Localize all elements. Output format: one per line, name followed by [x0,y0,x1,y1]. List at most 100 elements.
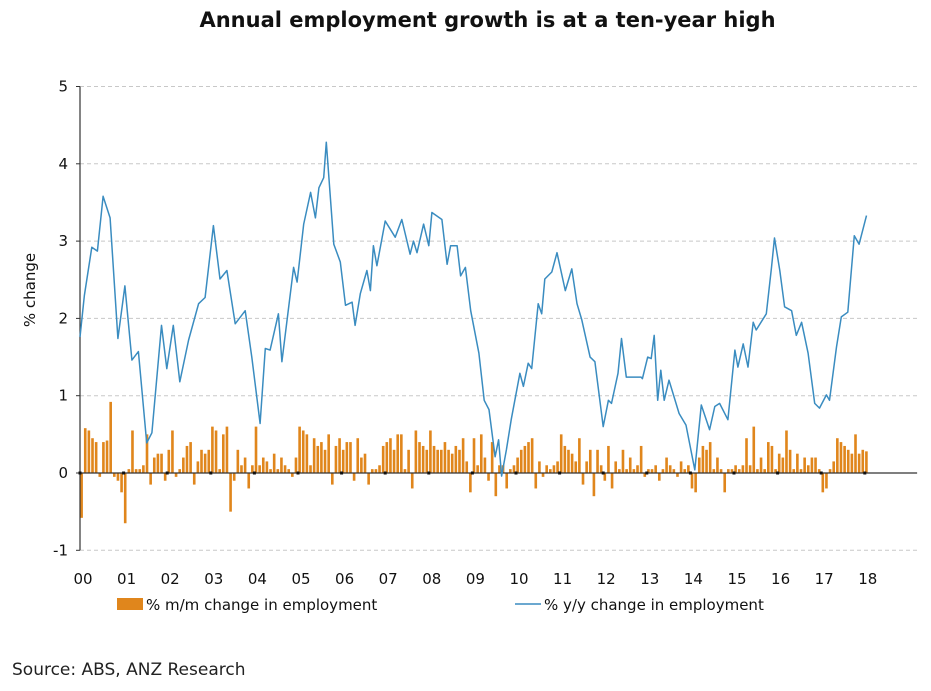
x-tick-label: 10 [509,570,528,588]
bar [836,438,839,473]
bar [530,438,534,473]
bar [668,465,672,473]
bar [192,473,196,485]
bar [258,465,261,473]
bar [599,465,603,473]
bar [476,465,479,473]
bar [788,449,792,473]
x-tick-mark [688,471,692,475]
bar [741,465,745,473]
x-tick-label: 18 [858,570,877,588]
bar [247,473,251,489]
bar [534,473,538,489]
bar [541,473,545,477]
bar [436,449,439,473]
bar [261,457,265,473]
bar [588,449,592,473]
x-tick-mark [819,471,823,475]
x-tick-mark [732,471,736,475]
bar [421,445,425,473]
bar [683,469,687,473]
bar [727,469,730,473]
bar [828,469,832,473]
x-tick-label: 00 [73,570,92,588]
bar [178,469,182,473]
bar [287,469,291,473]
bar [363,453,367,473]
bar [490,442,494,473]
bar [523,445,527,473]
bar [865,451,868,473]
x-tick-label: 01 [117,570,136,588]
bar [814,457,817,473]
bar [94,442,98,473]
x-tick-label: 03 [204,570,223,588]
bar [236,449,240,473]
bar [131,430,134,473]
bar [367,473,370,485]
bar [625,469,628,473]
bar [218,469,221,473]
bar [756,469,759,473]
bar [469,473,472,493]
bar [672,469,676,473]
bar [777,453,781,473]
bar [654,465,657,473]
bar [374,469,378,473]
bar [400,434,403,473]
bar [418,442,421,473]
x-tick-label: 08 [422,570,441,588]
bar [298,426,301,473]
y-tick-label: 1 [58,387,68,405]
bar [861,449,865,473]
bar [697,457,701,473]
bar [450,453,454,473]
bar [443,442,447,473]
bar [665,457,668,473]
bar [461,438,465,473]
bar [378,465,381,473]
x-tick-label: 06 [335,570,354,588]
bar [505,473,509,489]
bar [407,449,410,473]
bar [810,457,814,473]
x-tick-label: 13 [640,570,659,588]
bar [370,469,374,473]
bar [585,461,588,473]
bar [519,449,523,473]
bar [676,473,679,477]
bar [338,438,341,473]
bar [91,438,94,473]
bar [752,426,756,473]
bar [578,438,581,473]
y-axis-label: % change [21,253,39,327]
bar [759,457,763,473]
x-tick-mark [863,471,867,475]
y-tick-label: 0 [58,464,68,482]
bar [846,449,850,473]
bar [120,473,123,493]
bar [211,426,214,473]
bar [516,457,519,473]
bar [567,449,570,473]
bar [301,430,305,473]
bar [396,434,400,473]
bar [276,469,280,473]
x-tick-mark [165,471,169,475]
x-tick-label: 05 [291,570,310,588]
bar [200,449,203,473]
bar [105,440,109,473]
bar [113,473,116,477]
bar [850,453,854,473]
bar [265,461,269,473]
bar [389,438,392,473]
bar [799,469,803,473]
bar [127,469,131,473]
bar [145,434,149,473]
bar [712,469,716,473]
bar [167,449,171,473]
legend-swatch-bars [117,598,143,610]
bar [621,449,625,473]
bar [694,473,697,493]
